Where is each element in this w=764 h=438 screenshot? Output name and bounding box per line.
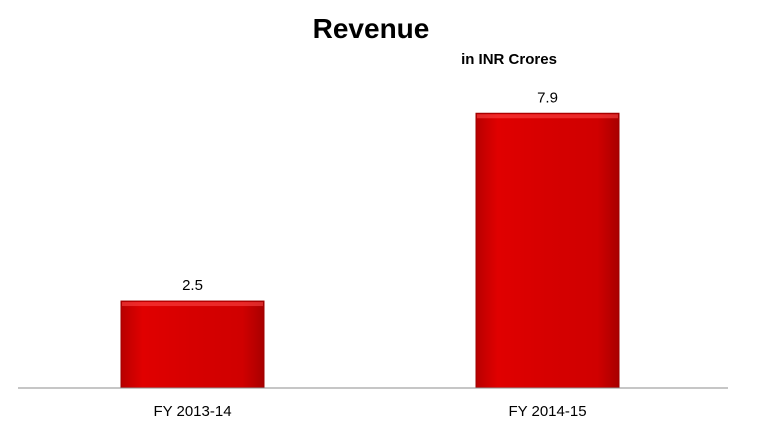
chart-subtitle: in INR Crores [461, 51, 557, 68]
bars-group: 2.5 FY 2013-14 7.9 FY 2014-15 [120, 89, 620, 420]
bar-highlight [477, 114, 618, 119]
x-tick-label: FY 2014-15 [508, 403, 586, 420]
data-label: 2.5 [182, 277, 203, 294]
data-label: 7.9 [537, 89, 558, 106]
bar-highlight [122, 302, 263, 307]
bar-fy-2014-15 [475, 112, 620, 389]
bar-fy-2013-14 [120, 300, 265, 389]
x-tick-label: FY 2013-14 [153, 403, 231, 420]
chart-title: Revenue [313, 13, 430, 44]
